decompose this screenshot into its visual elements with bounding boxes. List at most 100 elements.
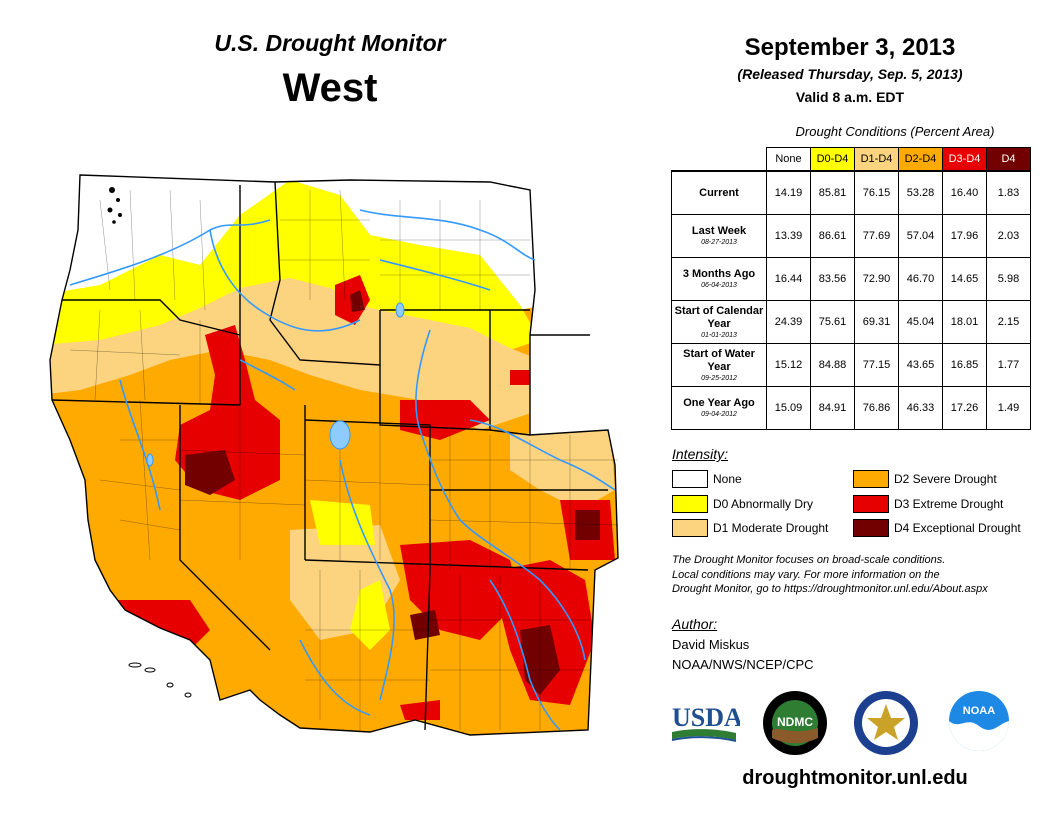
table-cell: 57.04 [898, 214, 943, 258]
table-cell: 75.61 [810, 300, 855, 344]
legend-none: None [672, 470, 742, 488]
row-label: Start of Water Year 09-25-2012 [671, 343, 767, 387]
table-cell: 16.40 [942, 170, 987, 215]
table-cell: 5.98 [986, 257, 1031, 301]
row-date: 06-04-2013 [701, 282, 737, 289]
legend-swatch [672, 495, 708, 513]
row-date: 09-25-2012 [701, 374, 737, 382]
drought-map [49, 174, 619, 736]
usda-logo: USDA [671, 703, 740, 742]
table-cell: 83.56 [810, 257, 855, 301]
col-d4: D4 [986, 147, 1031, 172]
state-boundaries [49, 174, 619, 736]
table-cell: 46.33 [898, 386, 943, 430]
table-cell: 86.61 [810, 214, 855, 258]
table-cell: 53.28 [898, 170, 943, 215]
usda-logo-text: USDA [672, 703, 740, 732]
table-cell: 15.12 [766, 343, 811, 387]
table-row: Start of Calendar Year 01-01-2013 24.39 75.… [671, 300, 1031, 344]
row-date: 01-01-2013 [701, 331, 737, 339]
col-d2-d4: D2-D4 [898, 147, 943, 172]
noaa-logo-text: NOAA [963, 705, 995, 717]
row-label-text: Last Week [691, 225, 747, 237]
header-blank [672, 148, 767, 172]
legend-swatch [672, 519, 708, 537]
table-cell: 1.83 [986, 170, 1031, 215]
table-cell: 45.04 [898, 300, 943, 344]
table-cell: 2.03 [986, 214, 1031, 258]
legend-label: D2 Severe Drought [894, 472, 997, 486]
legend-d0: D0 Abnormally Dry [672, 495, 813, 513]
table-cell: 1.77 [986, 343, 1031, 387]
table-cell: 77.15 [854, 343, 899, 387]
table-cell: 17.96 [942, 214, 987, 258]
row-label: Start of Calendar Year 01-01-2013 [671, 300, 767, 344]
row-label-text: 3 Months Ago [682, 268, 756, 280]
product-title: U.S. Drought Monitor [214, 30, 446, 56]
lakes [146, 302, 405, 467]
table-cell: 24.39 [766, 300, 811, 344]
col-d1-d4: D1-D4 [854, 147, 899, 172]
ndmc-logo-text: NDMC [777, 715, 813, 729]
note-line-3: Drought Monitor, go to https://droughtmo… [672, 583, 988, 595]
footer-url[interactable]: droughtmonitor.unl.edu [742, 767, 968, 789]
legend-label: D0 Abnormally Dry [713, 497, 814, 511]
legend-swatch [853, 470, 889, 488]
table-cell: 18.01 [942, 300, 987, 344]
release-date: (Released Thursday, Sep. 5, 2013) [737, 66, 963, 82]
table-cell: 16.85 [942, 343, 987, 387]
col-d0-d4: D0-D4 [810, 147, 855, 172]
table-cell: 2.15 [986, 300, 1031, 344]
table-cell: 16.44 [766, 257, 811, 301]
note-line-2: Local conditions may vary. For more info… [672, 568, 940, 581]
table-cell: 85.81 [810, 170, 855, 215]
table-row: Current 14.19 85.81 76.15 53.28 16.40 1.83 [671, 170, 1031, 215]
region-title: West [282, 66, 378, 110]
legend-label: D1 Moderate Drought [713, 521, 829, 535]
puget-islands [107, 187, 122, 224]
table-row: Start of Water Year 09-25-2012 15.12 84.88 7… [671, 343, 1031, 387]
row-label: One Year Ago 09-04-2012 [671, 386, 767, 430]
row-date: 08-27-2013 [701, 239, 737, 246]
legend-d1: D1 Moderate Drought [672, 519, 828, 537]
valid-time: Valid 8 a.m. EDT [795, 89, 905, 105]
table-header-row: None D0-D4 D1-D4 D2-D4 D3-D4 D4 [672, 147, 1031, 172]
row-label-text: Start of Water Year [683, 347, 755, 373]
table-cell: 13.39 [766, 214, 811, 258]
legend-label: None [713, 472, 742, 486]
table-cell: 77.69 [854, 214, 899, 258]
table-cell: 43.65 [898, 343, 943, 387]
table-cell: 69.31 [854, 300, 899, 344]
col-d3-d4: D3-D4 [942, 147, 987, 172]
table-row: 3 Months Ago 06-04-2013 16.44 83.56 72.90 46.… [671, 257, 1031, 301]
table-cell: 72.90 [854, 257, 899, 301]
ndmc-logo: NDMC [763, 691, 827, 755]
author-name: David Miskus [672, 637, 750, 652]
row-label-text: Current [699, 186, 739, 199]
col-none: None [766, 147, 811, 172]
table-cell: 84.88 [810, 343, 855, 387]
legend-d3: D3 Extreme Drought [853, 495, 1003, 513]
rivers [69, 209, 616, 731]
table-cell: 14.19 [766, 170, 811, 215]
row-label-text: Start of Calendar Year [674, 304, 764, 330]
author-org: NOAA/NWS/NCEP/CPC [672, 657, 814, 672]
table-cell: 84.91 [810, 386, 855, 430]
author-title: Author: [672, 616, 718, 632]
drought-conditions-table: None D0-D4 D1-D4 D2-D4 D3-D4 D4 Current 1… [671, 147, 1031, 430]
row-label: 3 Months Ago 06-04-2013 [671, 257, 767, 301]
table-caption: Drought Conditions (Percent Area) [795, 124, 995, 139]
note-line-1: The Drought Monitor focuses on broad-sca… [672, 554, 946, 566]
legend-swatch [853, 519, 889, 537]
row-label-text: One Year Ago [683, 397, 755, 409]
table-cell: 15.09 [766, 386, 811, 430]
noaa-logo: NOAA [949, 691, 1009, 751]
table-cell: 14.65 [942, 257, 987, 301]
legend-d4: D4 Exceptional Drought [853, 519, 1021, 537]
row-label: Last Week 08-27-2013 [671, 214, 767, 258]
table-cell: 76.15 [854, 170, 899, 215]
legend-label: D4 Exceptional Drought [894, 521, 1021, 535]
legend-swatch [672, 470, 708, 488]
table-cell: 1.49 [986, 386, 1031, 430]
table-cell: 17.26 [942, 386, 987, 430]
